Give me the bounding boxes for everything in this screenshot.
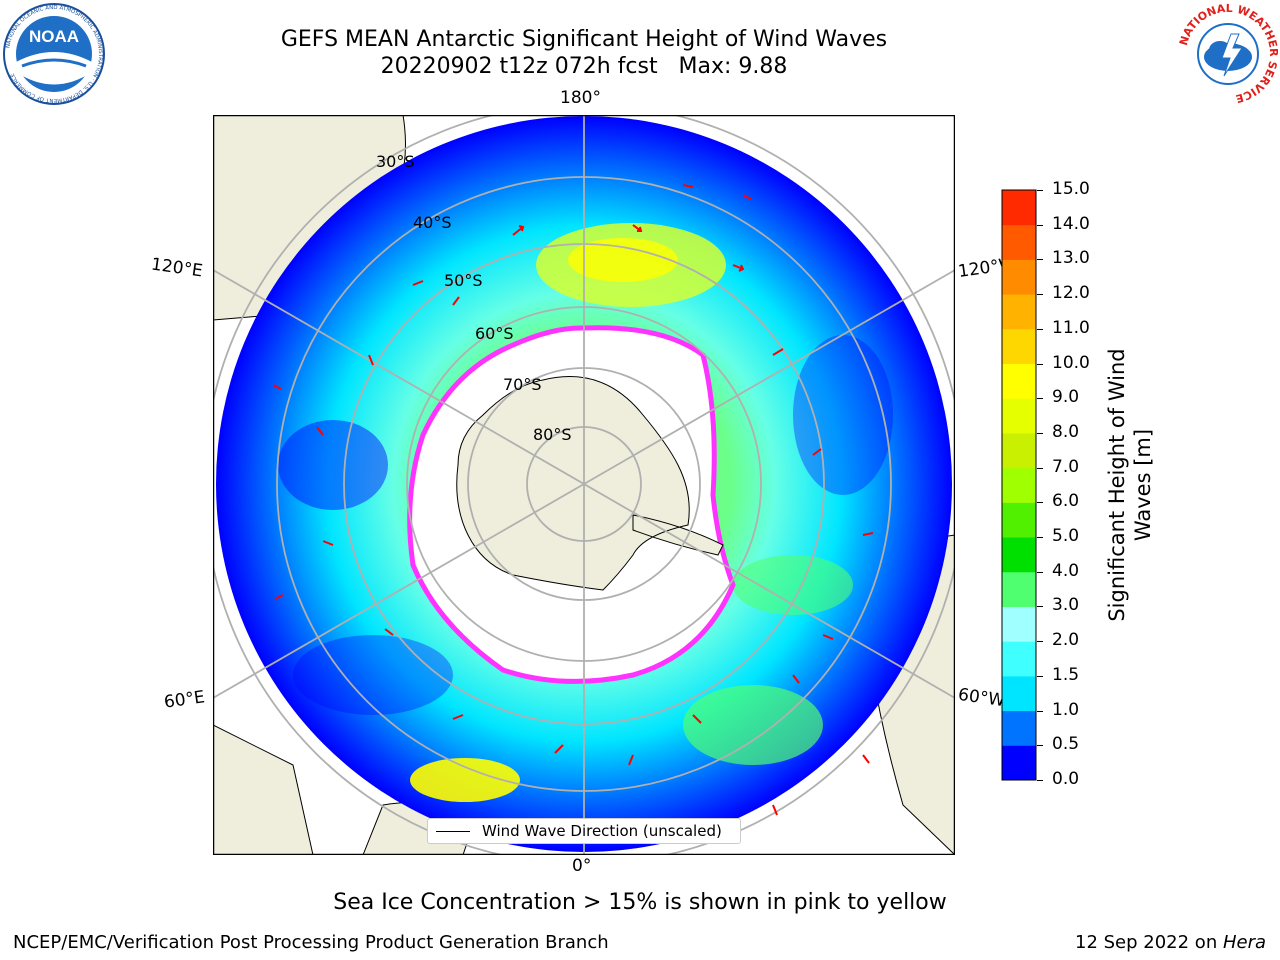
colorbar-swatch (1002, 675, 1036, 712)
map-legend: Wind Wave Direction (unscaled) (427, 818, 741, 844)
lon-label-lower-left: 60°E (162, 687, 207, 713)
lat-label-50s: 50°S (444, 271, 483, 290)
colorbar-tick-mark (1037, 745, 1043, 747)
colorbar-swatch (1002, 641, 1036, 677)
colorbar-swatch (1002, 328, 1036, 365)
lat-label-60s: 60°S (475, 324, 514, 343)
colorbar-swatch (1002, 398, 1036, 434)
colorbar-tick-mark (1037, 294, 1043, 296)
wave-peak-indian (410, 758, 520, 802)
land-africa (213, 724, 314, 855)
lon-label-upper-left: 120°E (149, 254, 204, 282)
colorbar-tick-label: 4.0 (1052, 560, 1080, 581)
colorbar-tick-mark (1037, 780, 1043, 781)
lon-label-bottom: 0° (572, 856, 592, 876)
colorbar-tick-mark (1037, 224, 1043, 226)
colorbar-swatch (1002, 259, 1036, 295)
colorbar-tick-mark (1037, 398, 1043, 400)
chart-subtitle: 20220902 t12z 072h fcst Max: 9.88 (380, 54, 788, 79)
polar-map (213, 115, 955, 855)
colorbar-tick-label: 0.0 (1052, 769, 1080, 789)
legend-label: Wind Wave Direction (unscaled) (482, 822, 722, 840)
colorbar-label: Significant Height of Wind Waves [m] (1105, 348, 1155, 622)
colorbar-tick-mark (1037, 328, 1043, 330)
colorbar-tick-label: 5.0 (1052, 526, 1080, 547)
national-weather-service-logo: NATIONAL WEATHER SERVICE (1177, 2, 1280, 105)
colorbar-tick-label: 12.0 (1052, 283, 1090, 304)
colorbar-tick-label: 13.0 (1052, 248, 1090, 269)
colorbar-tick-mark (1037, 675, 1043, 677)
colorbar-tick-label: 1.0 (1052, 699, 1080, 720)
colorbar-tick-label: 6.0 (1052, 491, 1080, 512)
graticule (213, 115, 955, 855)
lat-label-30s: 30°S (376, 152, 415, 171)
noaa-logo: NOAA NATIONAL OCEANIC AND ATMOSPHERIC AD… (3, 3, 105, 105)
colorbar-tick-label: 0.5 (1052, 734, 1080, 755)
colorbar-swatch (1002, 710, 1036, 746)
colorbar-tick-mark (1037, 432, 1043, 434)
colorbar-tick-label: 2.0 (1052, 630, 1080, 651)
noaa-logo-text: NOAA (29, 27, 79, 46)
colorbar-tick-label: 10.0 (1052, 352, 1090, 373)
colorbar-swatch (1002, 502, 1036, 538)
sea-ice-caption: Sea Ice Concentration > 15% is shown in … (333, 890, 947, 915)
colorbar-tick-mark (1037, 190, 1043, 191)
colorbar-tick-mark (1037, 467, 1043, 469)
lat-label-80s: 80°S (533, 425, 572, 444)
colorbar-swatch (1002, 467, 1036, 503)
colorbar-tick-label: 9.0 (1052, 387, 1080, 408)
land-antarctica (456, 376, 724, 591)
colorbar (1001, 189, 1037, 781)
colorbar-swatch (1002, 224, 1036, 260)
colorbar-swatch (1002, 745, 1036, 781)
lat-label-40s: 40°S (413, 213, 452, 232)
colorbar-swatch (1002, 190, 1036, 226)
colorbar-swatch (1002, 571, 1036, 607)
footer-host: Hera (1222, 932, 1266, 953)
colorbar-swatch (1002, 432, 1036, 469)
colorbar-tick-mark (1037, 363, 1043, 365)
colorbar-tick-label: 7.0 (1052, 456, 1080, 477)
colorbar-tick-mark (1037, 710, 1043, 712)
colorbar-tick-mark (1037, 502, 1043, 504)
colorbar-tick-mark (1037, 537, 1043, 539)
footer-date: 12 Sep 2022 on Hera (1075, 932, 1266, 953)
colorbar-tick-mark (1037, 641, 1043, 643)
legend-line-swatch (436, 830, 470, 832)
lon-label-lower-right: 60°W (956, 684, 1007, 712)
colorbar-tick-mark (1037, 571, 1043, 573)
colorbar-tick-label: 1.5 (1052, 664, 1080, 685)
lat-label-70s: 70°S (503, 375, 542, 394)
colorbar-swatch (1002, 294, 1036, 330)
footer-branch: NCEP/EMC/Verification Post Processing Pr… (13, 932, 609, 953)
colorbar-tick-label: 8.0 (1052, 421, 1080, 442)
chart-title: GEFS MEAN Antarctic Significant Height o… (280, 27, 888, 52)
colorbar-tick-mark (1037, 606, 1043, 608)
colorbar-tick-label: 15.0 (1052, 179, 1090, 199)
colorbar-swatch (1002, 606, 1036, 642)
wind-wave-arrows (272, 184, 874, 816)
wave-peak-pacific-core (568, 238, 678, 282)
lon-label-top: 180° (560, 88, 601, 108)
colorbar-tick-label: 14.0 (1052, 213, 1090, 234)
colorbar-swatch (1002, 537, 1036, 573)
colorbar-swatch (1002, 363, 1036, 399)
colorbar-tick-label: 11.0 (1052, 317, 1090, 338)
colorbar-tick-label: 3.0 (1052, 595, 1080, 616)
colorbar-tick-mark (1037, 259, 1043, 261)
